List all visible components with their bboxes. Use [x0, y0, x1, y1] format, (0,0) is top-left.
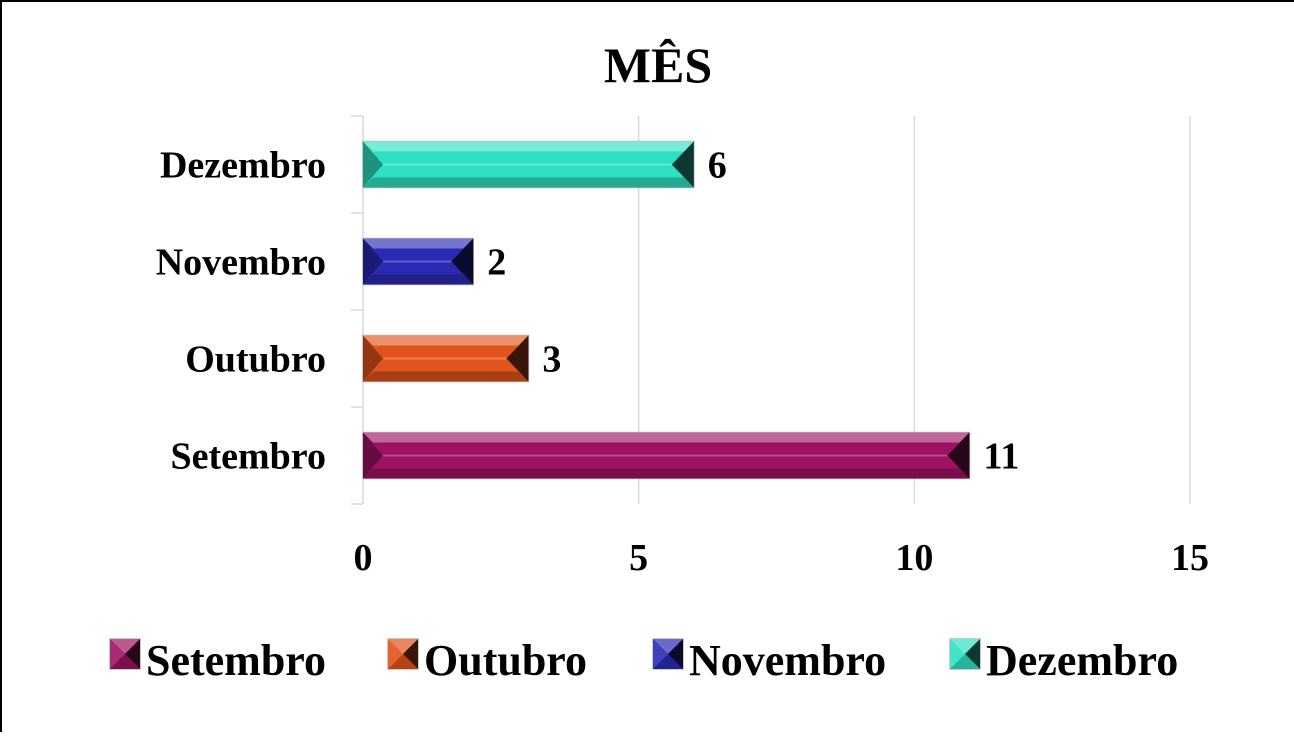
legend: Setembro Outubro Novembro Dezembro	[109, 636, 1178, 685]
legend-label-setembro: Setembro	[146, 636, 326, 685]
data-label-dezembro: 6	[708, 145, 727, 187]
legend-item-dezembro: Dezembro	[949, 636, 1178, 685]
legend-label-novembro: Novembro	[689, 636, 886, 685]
bars	[362, 140, 971, 480]
data-labels: 11 3 2 6	[487, 145, 1019, 478]
legend-item-outubro: Outubro	[387, 636, 587, 685]
legend-item-setembro: Setembro	[109, 636, 326, 685]
legend-item-novembro: Novembro	[652, 636, 886, 685]
legend-swatch-setembro	[109, 638, 141, 670]
bar-dezembro	[362, 140, 695, 189]
legend-swatch-outubro	[387, 638, 419, 670]
x-tick-5: 5	[629, 537, 648, 579]
data-label-outubro: 3	[542, 339, 561, 381]
data-label-setembro: 11	[983, 436, 1019, 478]
category-label-setembro: Setembro	[171, 436, 327, 478]
category-labels: Setembro Outubro Novembro Dezembro	[156, 145, 326, 478]
x-tick-0: 0	[354, 537, 373, 579]
category-label-dezembro: Dezembro	[160, 145, 326, 187]
category-label-novembro: Novembro	[156, 242, 326, 284]
data-label-novembro: 2	[487, 242, 506, 284]
x-tick-10: 10	[895, 537, 933, 579]
bar-outubro	[362, 334, 530, 383]
x-tick-15: 15	[1171, 537, 1209, 579]
category-axis	[351, 115, 364, 505]
legend-label-dezembro: Dezembro	[986, 636, 1178, 685]
bar-novembro	[362, 237, 475, 286]
chart-title: MÊS	[604, 37, 712, 93]
x-tick-labels: 0 5 10 15	[354, 537, 1210, 579]
legend-swatch-dezembro	[949, 638, 981, 670]
category-label-outubro: Outubro	[185, 339, 326, 381]
bar-setembro	[362, 431, 971, 480]
legend-label-outubro: Outubro	[424, 636, 587, 685]
legend-swatch-novembro	[652, 638, 684, 670]
